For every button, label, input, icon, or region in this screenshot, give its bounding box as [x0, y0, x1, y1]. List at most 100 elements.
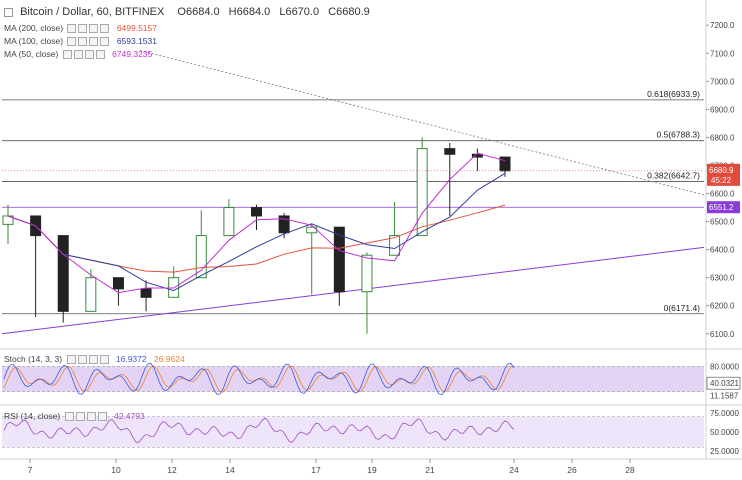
ma50-value: 6749.3235	[112, 49, 153, 59]
settings-icon[interactable]	[73, 50, 83, 60]
stoch-tick-label: 40.0321	[710, 379, 739, 388]
rsi-line[interactable]	[3, 417, 515, 443]
time-tick-label: 7	[28, 465, 33, 475]
price-tick-label: 6600.0	[710, 190, 735, 199]
stoch-tick-label: 11.1587	[710, 391, 739, 400]
candle-body[interactable]	[85, 277, 97, 312]
collapse-icon[interactable]	[4, 7, 13, 17]
ma50-line[interactable]	[7, 152, 506, 294]
high-value: H6684.0	[228, 6, 271, 18]
rsi-tick-label: 75.0000	[710, 409, 739, 418]
more-icon[interactable]	[100, 37, 110, 47]
price-tick-label: 7100.0	[710, 49, 735, 58]
close-icon[interactable]	[89, 24, 99, 34]
stoch-tick-label: 80.0000	[710, 362, 739, 371]
candle-body[interactable]	[57, 235, 69, 312]
candle-body[interactable]	[416, 148, 428, 237]
close-icon[interactable]	[88, 355, 98, 365]
stoch-d-value: 26.9624	[153, 354, 185, 364]
visibility-icon[interactable]	[64, 412, 74, 422]
ma100-label: MA (100, close)	[4, 36, 64, 46]
ma50-legend[interactable]: MA (50, close) 6749.3235	[4, 49, 153, 60]
stoch-band	[2, 366, 704, 392]
price-tick-label: 6400.0	[710, 246, 735, 255]
candle-body[interactable]	[444, 148, 456, 155]
more-icon[interactable]	[95, 50, 105, 60]
close-icon[interactable]	[89, 37, 99, 47]
settings-icon[interactable]	[75, 412, 85, 422]
candle-body[interactable]	[333, 226, 345, 293]
fib-level-label: 0.5(6788.3)	[657, 130, 701, 140]
chart-header: Bitcoin / Dollar, 60, BITFINEX O6684.0 H…	[4, 6, 370, 18]
candle-body[interactable]	[2, 215, 14, 225]
candle-body[interactable]	[278, 215, 290, 234]
descending-trendline[interactable]	[139, 50, 705, 196]
close-value: C6680.9	[328, 6, 370, 18]
time-tick-label: 21	[425, 465, 435, 475]
time-tick-label: 10	[111, 465, 121, 475]
ma200-value: 6499.5157	[116, 23, 157, 33]
close-icon[interactable]	[84, 50, 94, 60]
stoch-k-value: 16.9372	[115, 354, 147, 364]
price-tick-label: 6800.0	[710, 133, 735, 142]
stoch-value-badge	[706, 376, 741, 390]
price-tick-label: 7000.0	[710, 77, 735, 86]
symbol-title: Bitcoin / Dollar, 60, BITFINEX	[20, 6, 165, 18]
more-icon[interactable]	[99, 355, 109, 365]
candle-body[interactable]	[361, 254, 373, 293]
visibility-icon[interactable]	[62, 50, 72, 60]
open-value: O6684.0	[177, 6, 220, 18]
stoch-label: Stoch (14, 3, 3)	[4, 354, 63, 364]
time-tick-label: 14	[225, 465, 235, 475]
candle-body[interactable]	[499, 156, 511, 172]
price-tick-label: 6300.0	[710, 274, 735, 283]
price-tick-label: 6200.0	[710, 302, 735, 311]
settings-icon[interactable]	[77, 355, 87, 365]
fib-level-label: 0.618(6933.9)	[647, 89, 700, 99]
time-tick-label: 19	[367, 465, 377, 475]
ma50-label: MA (50, close)	[4, 49, 59, 59]
settings-icon[interactable]	[78, 24, 88, 34]
stoch-k-line[interactable]	[3, 363, 515, 395]
candle-body[interactable]	[195, 235, 207, 279]
rsi-tick-label: 25.0000	[710, 447, 739, 456]
candle-body[interactable]	[112, 277, 124, 290]
price-tick-label: 6500.0	[710, 218, 735, 227]
ascending-trendline[interactable]	[1, 246, 705, 335]
ma100-line[interactable]	[7, 172, 506, 292]
more-icon[interactable]	[100, 24, 110, 34]
settings-icon[interactable]	[78, 37, 88, 47]
candle-body[interactable]	[223, 207, 235, 237]
price-tick-label: 6900.0	[710, 105, 735, 114]
time-tick-label: 28	[625, 465, 635, 475]
ma100-value: 6593.1531	[116, 36, 157, 46]
current-price-badge	[707, 163, 740, 186]
rsi-tick-label: 50.0000	[710, 428, 739, 437]
ma200-legend[interactable]: MA (200, close) 6499.5157	[4, 23, 157, 34]
visibility-icon[interactable]	[67, 37, 77, 47]
visibility-icon[interactable]	[67, 24, 77, 34]
time-tick-label: 24	[509, 465, 519, 475]
candle-body[interactable]	[140, 288, 152, 298]
visibility-icon[interactable]	[66, 355, 76, 365]
more-icon[interactable]	[97, 412, 107, 422]
fib-level-label: 0.382(6642.7)	[647, 171, 700, 181]
close-icon[interactable]	[86, 412, 96, 422]
bar-countdown-text: 45:22	[711, 176, 732, 185]
rsi-band	[2, 416, 704, 448]
rsi-legend[interactable]: RSI (14, close) 42.4793	[4, 411, 145, 422]
candle-body[interactable]	[251, 207, 262, 217]
low-value: L6670.0	[279, 6, 320, 18]
current-price-text: 6680.9	[709, 166, 734, 175]
time-tick-label: 12	[167, 465, 177, 475]
candle-body[interactable]	[471, 153, 483, 158]
ma100-legend[interactable]: MA (100, close) 6593.1531	[4, 36, 157, 47]
time-tick-label: 26	[567, 465, 577, 475]
level-price-text: 6551.2	[709, 203, 734, 212]
time-tick-label: 17	[311, 465, 321, 475]
level-price-badge	[707, 201, 740, 214]
stoch-legend[interactable]: Stoch (14, 3, 3) 16.9372 26.9624	[4, 354, 185, 365]
ma200-label: MA (200, close)	[4, 23, 64, 33]
fib-level-label: 0(6171.4)	[664, 303, 701, 313]
